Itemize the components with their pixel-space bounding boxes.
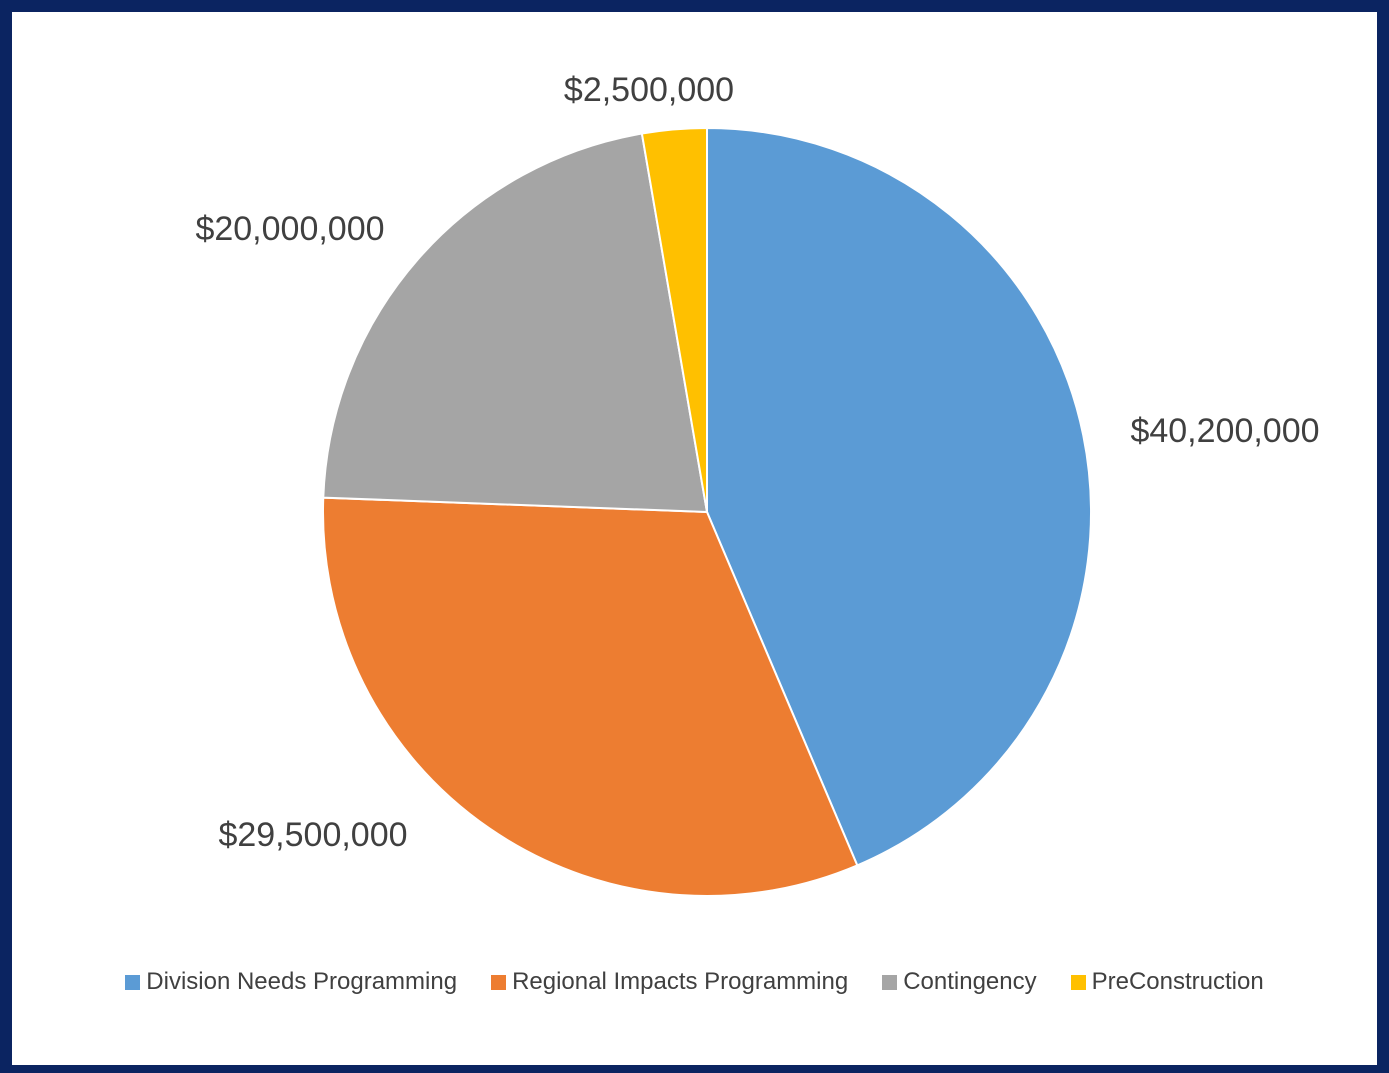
legend-label-contingency: Contingency	[903, 968, 1037, 995]
legend-item-division-needs: Division Needs Programming	[125, 968, 457, 996]
pie-slices	[322, 126, 1092, 897]
pie-slice-division-needs	[706, 126, 1092, 867]
legend-item-contingency: Contingency	[882, 968, 1037, 996]
legend-label-regional-impacts: Regional Impacts Programming	[512, 968, 849, 995]
data-label-contingency: $20,000,000	[195, 210, 384, 248]
legend-swatch-regional-impacts	[491, 974, 507, 990]
legend-label-preconstruction: PreConstruction	[1091, 968, 1264, 995]
legend-item-regional-impacts: Regional Impacts Programming	[491, 968, 848, 996]
data-label-preconstruction: $2,500,000	[564, 71, 734, 109]
pie-slice-regional-impacts	[322, 496, 859, 897]
data-label-regional-impacts: $29,500,000	[218, 816, 407, 854]
legend-swatch-division-needs	[125, 974, 141, 990]
legend: Division Needs Programming Regional Impa…	[0, 962, 1389, 1002]
legend-item-preconstruction: PreConstruction	[1070, 968, 1264, 996]
legend-label-division-needs: Division Needs Programming	[146, 968, 458, 995]
pie-slice-preconstruction	[640, 126, 708, 513]
data-label-division-needs: $40,200,000	[1130, 412, 1319, 450]
legend-swatch-contingency	[882, 974, 898, 990]
legend-swatch-preconstruction	[1070, 974, 1086, 990]
pie-slice-contingency	[322, 132, 709, 514]
